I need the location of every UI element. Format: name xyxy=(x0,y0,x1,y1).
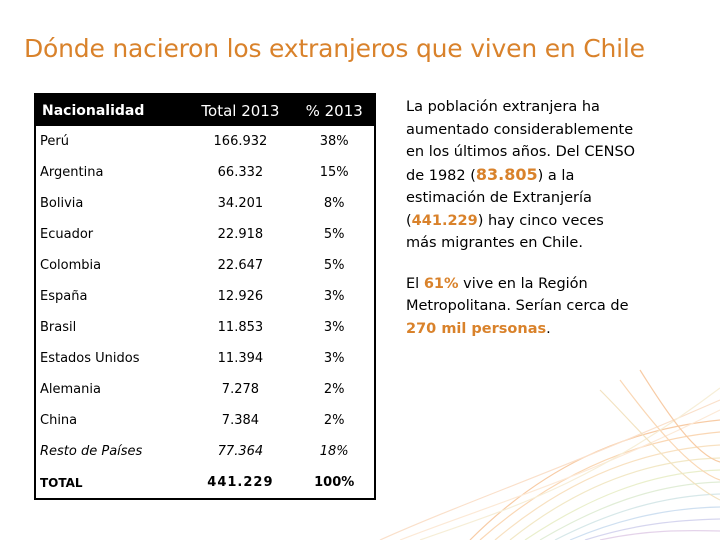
text-segment: . xyxy=(546,320,551,337)
total-cell: 7.384 xyxy=(221,413,260,428)
total-cell: 34.201 xyxy=(217,196,264,211)
table-row: Argentina 66.332 15% xyxy=(35,157,375,188)
country-cell: China xyxy=(40,413,78,428)
percent-cell: 100% xyxy=(314,475,355,490)
total-cell: 441.229 xyxy=(207,475,274,490)
country-cell: Resto de Países xyxy=(40,444,143,459)
percent-cell: 5% xyxy=(323,258,345,273)
total-cell: 166.932 xyxy=(213,134,268,149)
table-row: Alemania 7.278 2% xyxy=(35,374,375,405)
percent-cell: 5% xyxy=(323,227,345,242)
page-title: Dónde nacieron los extranjeros que viven… xyxy=(24,34,645,63)
percent-cell: 3% xyxy=(323,351,345,366)
country-cell: Colombia xyxy=(40,258,102,273)
table-row: China 7.384 2% xyxy=(35,405,375,436)
total-cell: 7.278 xyxy=(221,382,260,397)
country-cell: TOTAL xyxy=(40,475,83,490)
table-row: Estados Unidos 11.394 3% xyxy=(35,343,375,374)
country-cell: Alemania xyxy=(40,382,101,397)
percent-cell: 38% xyxy=(319,134,349,149)
text-segment: El xyxy=(406,275,424,292)
percent-cell: 18% xyxy=(319,444,349,459)
total-cell: 11.853 xyxy=(217,320,264,335)
header-total: Total 2013 xyxy=(186,94,295,126)
table-row: España 12.926 3% xyxy=(35,281,375,312)
text-segment: La población extranjera ha aumentado con… xyxy=(406,99,636,184)
header-nationality: Nacionalidad xyxy=(35,94,187,126)
table-row: Colombia 22.647 5% xyxy=(35,250,375,281)
table-row-total: TOTAL 441.229 100% xyxy=(35,467,375,499)
metropolitan-people: 270 mil personas xyxy=(406,320,547,337)
text-segment: vive en la Región Metropolitana. Serían … xyxy=(406,275,629,315)
country-cell: Ecuador xyxy=(40,227,94,242)
percent-cell: 3% xyxy=(323,289,345,304)
table-header-row: Nacionalidad Total 2013 % 2013 xyxy=(35,94,375,126)
table-row: Bolivia 34.201 8% xyxy=(35,188,375,219)
text-segment: ) a la estimación de Extranjería ( xyxy=(406,167,592,229)
paragraph-growth: La población extranjera ha aumentado con… xyxy=(406,96,636,255)
percent-cell: 2% xyxy=(323,413,345,428)
country-cell: Brasil xyxy=(40,320,77,335)
total-cell: 11.394 xyxy=(217,351,264,366)
country-cell: España xyxy=(40,289,88,304)
country-cell: Argentina xyxy=(40,165,104,180)
header-percent: % 2013 xyxy=(294,94,375,126)
nationality-table: Nacionalidad Total 2013 % 2013 Perú 166.… xyxy=(34,93,376,500)
text-segment: ) hay cinco veces más migrantes en Chile… xyxy=(406,212,604,252)
country-cell: Bolivia xyxy=(40,196,84,211)
percent-cell: 3% xyxy=(323,320,345,335)
table-row: Brasil 11.853 3% xyxy=(35,312,375,343)
total-cell: 66.332 xyxy=(217,165,264,180)
paragraph-metropolitan: El 61% vive en la Región Metropolitana. … xyxy=(406,273,636,341)
total-cell: 22.647 xyxy=(217,258,264,273)
estimate-value: 441.229 xyxy=(411,212,478,229)
metropolitan-percent: 61% xyxy=(423,275,459,292)
percent-cell: 2% xyxy=(323,382,345,397)
percent-cell: 8% xyxy=(323,196,345,211)
total-cell: 77.364 xyxy=(217,444,264,459)
country-cell: Perú xyxy=(40,134,69,149)
census-1982-value: 83.805 xyxy=(475,164,538,184)
table-row: Perú 166.932 38% xyxy=(35,126,375,157)
total-cell: 12.926 xyxy=(217,289,264,304)
table-row-rest: Resto de Países 77.364 18% xyxy=(35,436,375,467)
country-cell: Estados Unidos xyxy=(40,351,140,366)
total-cell: 22.918 xyxy=(217,227,264,242)
table-row: Ecuador 22.918 5% xyxy=(35,219,375,250)
side-text: La población extranjera ha aumentado con… xyxy=(406,96,636,340)
percent-cell: 15% xyxy=(319,165,349,180)
